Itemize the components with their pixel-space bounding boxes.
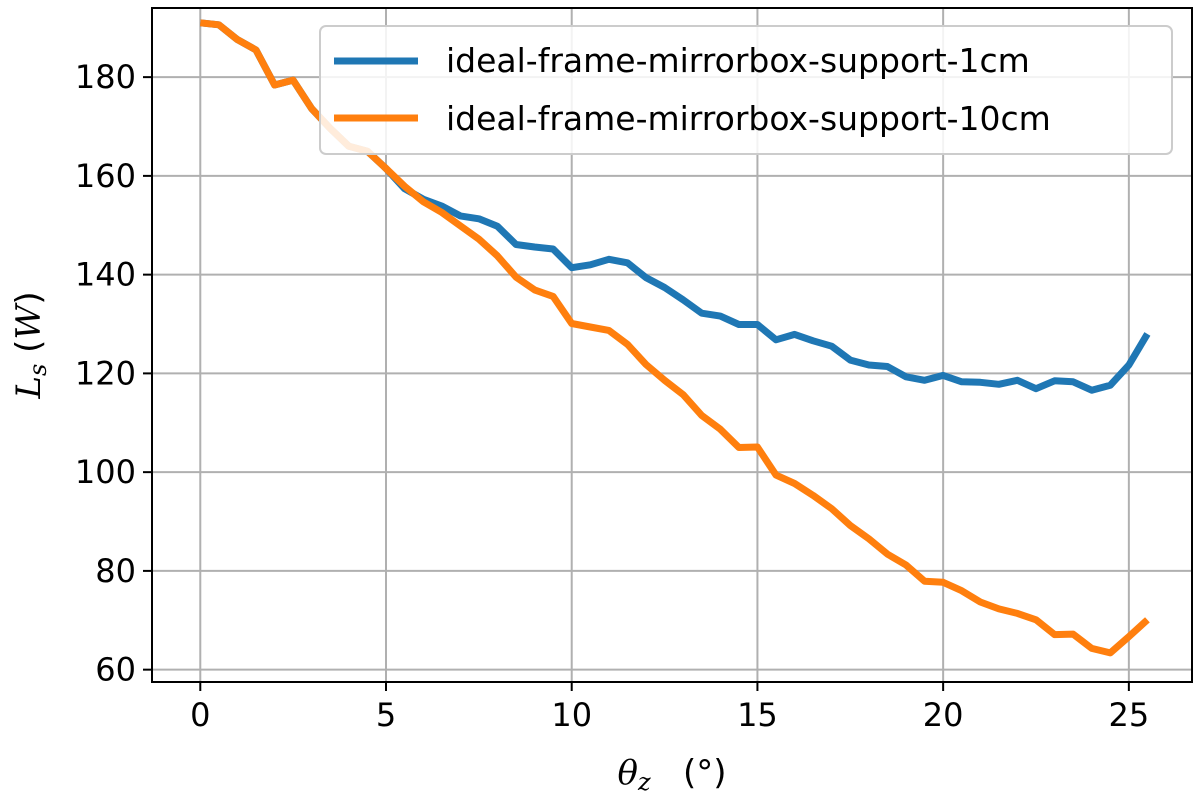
x-tick-label: 20 — [923, 696, 964, 734]
legend-label-10cm: ideal-frame-mirrorbox-support-10cm — [446, 99, 1051, 138]
legend: ideal-frame-mirrorbox-support-1cm ideal-… — [319, 25, 1173, 155]
x-tick-label: 25 — [1108, 696, 1149, 734]
x-tick-label: 5 — [376, 696, 396, 734]
x-tick-label: 10 — [551, 696, 592, 734]
y-tick-label: 60 — [95, 651, 136, 689]
y-axis-label: Ls (W) — [9, 291, 52, 399]
y-tick-label: 140 — [75, 256, 136, 294]
plot-area-frame — [151, 7, 1193, 683]
y-tick-label: 160 — [75, 157, 136, 195]
y-tick-label: 120 — [75, 354, 136, 392]
x-tick-label: 0 — [190, 696, 210, 734]
x-tick-label: 15 — [737, 696, 778, 734]
y-tick-label: 180 — [75, 58, 136, 96]
x-axis-label: θz (°) — [617, 753, 726, 796]
y-tick-label: 100 — [75, 453, 136, 491]
y-tick-label: 80 — [95, 552, 136, 590]
axis-ticks: 0 5 10 15 20 25 60 80 100 120 140 160 180 — [75, 58, 1149, 734]
legend-box — [319, 25, 1173, 155]
legend-label-1cm: ideal-frame-mirrorbox-support-1cm — [446, 41, 1030, 80]
